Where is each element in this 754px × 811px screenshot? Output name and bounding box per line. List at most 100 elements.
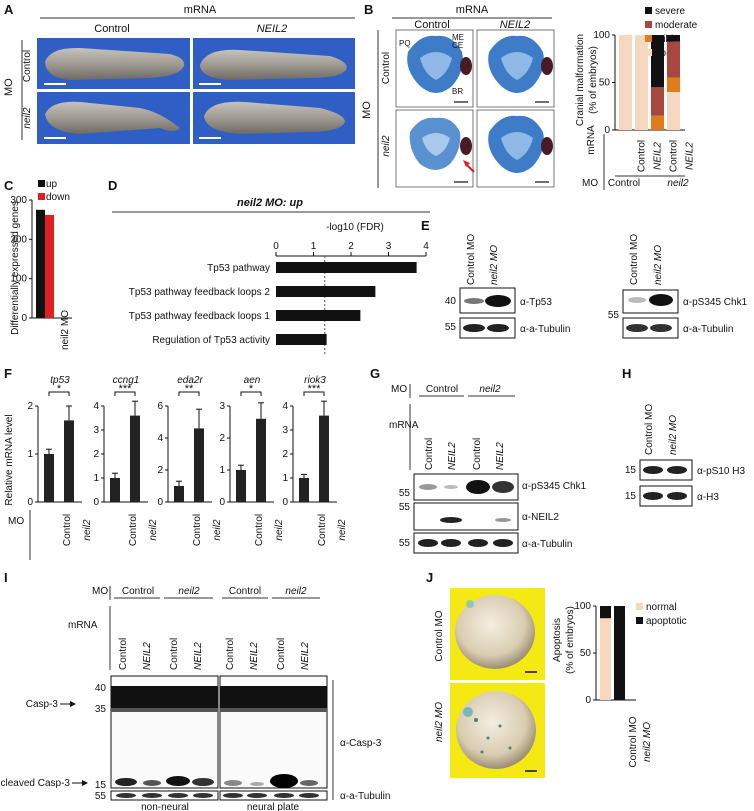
chart-c-legend-swatch [38, 193, 45, 200]
chart-f-ytick-label: 6 [157, 401, 163, 412]
panel-b-col-neil2: NEIL2 [500, 19, 531, 31]
chart-b-mrna-label: mRNA [586, 125, 597, 155]
panel-a-col-control: Control [94, 23, 129, 35]
chart-f-category: Control [62, 514, 73, 546]
chart-f-gene-name: tp53 [50, 375, 70, 386]
i-lane-6: Control [276, 638, 287, 670]
chart-f-gene-name: ccng1 [113, 375, 140, 386]
chart-d-xtick-label: 3 [386, 241, 392, 252]
chart-f-ytick-label: 4 [157, 433, 163, 444]
chart-j-ytick-label: 50 [580, 648, 592, 659]
chart-b-bar-severe [667, 35, 680, 42]
skull-2 [488, 35, 553, 93]
i-marker-15: 15 [95, 780, 107, 791]
chart-f-sig: * [249, 383, 254, 395]
i-marker-55: 55 [95, 791, 107, 802]
chart-b-category: NEIL2 [685, 142, 696, 170]
tubulin-blot-neural [219, 790, 328, 801]
chart-f-category: neil2 [212, 519, 223, 541]
chart-d-bar [276, 286, 376, 297]
h-band-h3: α-H3 [697, 492, 719, 503]
chart-f-bar [64, 420, 74, 502]
chart-b-bar-moderate [651, 87, 664, 116]
chart-f-category: neil2 [82, 519, 93, 541]
chart-b-mo-label: MO [582, 178, 598, 189]
g-band-chk1: α-pS345 Chk1 [522, 481, 587, 492]
chart-f-gene-name: aen [244, 375, 261, 386]
chart-f-ytick-label: 0 [93, 497, 99, 508]
i-lane-4: Control [225, 638, 236, 670]
i-lane-5: NEIL2 [249, 642, 260, 670]
chart-b-mo-group-1: neil2 [667, 178, 689, 189]
chart-f-bar [110, 478, 120, 502]
chart-f-ytick-label: 0 [157, 497, 163, 508]
label-br: BR [452, 87, 463, 96]
chart-f-ytick-label: 3 [282, 425, 288, 436]
j-row-neil2: neil2 MO [434, 702, 445, 742]
chart-f-mo-label: MO [8, 516, 24, 527]
chart-f-ytick-label: 4 [93, 401, 99, 412]
tubulin-band [247, 793, 267, 798]
chart-d-bar [276, 310, 361, 321]
tubulin-band [116, 793, 136, 798]
chart-d-xlabel: -log10 (FDR) [326, 222, 384, 233]
i-mo-group-1: neil2 [178, 586, 200, 597]
chart-j-bar-normal [600, 618, 611, 700]
chart-f-sig-bracket [303, 391, 325, 396]
e1-band-tubulin: α-a-Tubulin [520, 324, 570, 335]
chart-b-category: NEIL2 [653, 142, 664, 170]
label-me: ME [452, 33, 464, 42]
tubulin-band [193, 793, 213, 798]
tubulin-band [168, 793, 188, 798]
chart-d-category: Tp53 pathway [207, 263, 270, 274]
chart-j-ylabel-2: (% of embryos) [565, 606, 576, 674]
panel-h: Control MO neil2 MO 15 15 α-pS10 H3 α-H3 [625, 404, 745, 507]
panel-b-row-neil2: neil2 [381, 135, 392, 157]
chart-f-ytick-label: 1 [219, 465, 225, 476]
chart-b-legend-swatch [645, 49, 652, 56]
chart-f-ytick-label: 1 [93, 473, 99, 484]
panel-label-f: F [4, 366, 12, 381]
chart-f-ytick-label: 1 [282, 473, 288, 484]
chart-b-category: Control [637, 140, 648, 172]
chart-d-xtick-label: 2 [348, 241, 354, 252]
panel-b-col-control: Control [414, 19, 449, 31]
panel-b-row-control: Control [381, 52, 392, 84]
j-row-control: Control MO [434, 610, 445, 661]
i-lane-1: NEIL2 [142, 642, 153, 670]
chart-d-bar [276, 334, 327, 345]
chart-c-ytick-label: 200 [10, 234, 27, 245]
chart-f-sig-bracket [114, 391, 136, 396]
chart-f-sig: *** [119, 383, 133, 395]
chart-b-bar-moderate [667, 41, 680, 78]
chart-j-ytick-label: 100 [574, 601, 591, 612]
i-arrow-casp3: Casp-3 [26, 699, 59, 710]
chart-d-bar [276, 262, 417, 273]
tadpole-4 [204, 101, 345, 134]
g-mo-label: MO [391, 384, 407, 395]
tubulin-band [142, 793, 162, 798]
chart-j-bar-apoptotic [600, 606, 611, 619]
g-lane-0: Control [424, 438, 435, 470]
i-mo-group-3: neil2 [285, 586, 307, 597]
chart-d-xtick-label: 4 [423, 241, 429, 252]
g-marker-2: 55 [399, 538, 411, 549]
chart-b-mo-group-0: Control [608, 178, 640, 189]
chart-f-sig-bracket [48, 391, 70, 396]
g-lane-1: NEIL2 [447, 442, 458, 470]
e2-marker-55: 55 [608, 310, 620, 321]
chart-b-legend-0: severe [655, 6, 685, 17]
chart-c-ytick-label: 300 [10, 195, 27, 206]
chart-f-gene-name: eda2r [177, 375, 203, 386]
h-lane-1: neil2 MO [668, 415, 679, 455]
chart-j-ylabel-1: Apoptosis [552, 618, 563, 662]
chart-f-category: neil2 [148, 519, 159, 541]
chart-c-bar-down [45, 214, 54, 318]
panel-a-row-header: MO [3, 78, 15, 96]
g-mo-group-1: neil2 [479, 384, 501, 395]
chart-b-legend-swatch [645, 7, 652, 14]
chart-b-legend-3: none [655, 48, 678, 59]
chart-b-legend-1: moderate [655, 20, 698, 31]
panel-b: mRNA Control NEIL2 MO Control neil2 [361, 4, 555, 188]
chart-f-ytick-label: 0 [219, 497, 225, 508]
